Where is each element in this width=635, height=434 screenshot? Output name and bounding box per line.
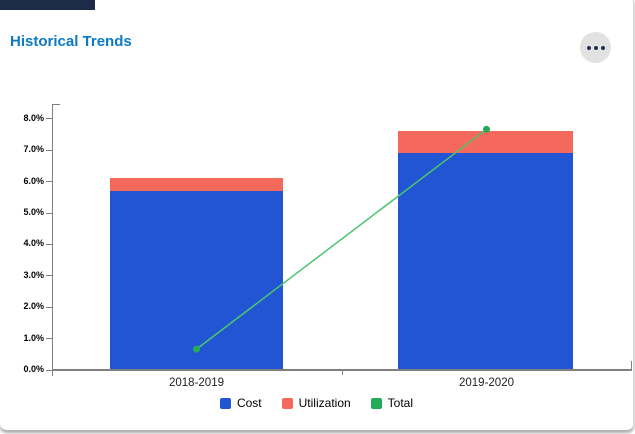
y-tick-mark — [46, 150, 52, 151]
legend-item-cost[interactable]: Cost — [219, 396, 262, 410]
ellipsis-icon — [593, 45, 598, 50]
y-tick-label: 0.0% — [23, 364, 44, 374]
bar-segment-utilization[interactable] — [398, 130, 573, 153]
y-tick-mark — [46, 307, 52, 308]
y-tick-label: 3.0% — [23, 270, 44, 280]
y-tick-mark — [46, 213, 52, 214]
y-tick-label: 2.0% — [23, 301, 44, 311]
page-title: Historical Trends — [10, 33, 132, 50]
x-category-label: 2018-2019 — [169, 377, 224, 389]
x-axis-end-tick — [631, 361, 632, 369]
legend-label: Cost — [236, 396, 262, 410]
y-tick-label: 5.0% — [23, 207, 44, 217]
chart-legend: Cost Utilization Total — [0, 396, 633, 410]
y-tick-label: 8.0% — [23, 113, 44, 123]
bar-segment-cost[interactable] — [398, 152, 573, 369]
y-tick-mark — [46, 118, 52, 119]
legend-item-utilization[interactable]: Utilization — [281, 396, 351, 410]
ellipsis-icon — [586, 45, 591, 50]
more-options-button[interactable] — [580, 32, 611, 63]
y-tick-mark — [46, 181, 52, 182]
y-tick-label: 7.0% — [23, 144, 44, 154]
y-tick-mark — [46, 338, 52, 339]
legend-label: Total — [387, 396, 414, 410]
legend-swatch-icon — [219, 397, 231, 409]
y-axis-line — [52, 104, 53, 376]
y-tick-mark — [46, 244, 52, 245]
bar-segment-utilization[interactable] — [110, 177, 283, 191]
y-tick-mark — [46, 275, 52, 276]
x-axis-line — [52, 369, 632, 371]
x-axis-category-tick — [342, 371, 343, 375]
x-category-label: 2019-2020 — [459, 377, 514, 389]
y-tick-label: 4.0% — [23, 238, 44, 248]
bar-segment-cost[interactable] — [110, 190, 283, 369]
ellipsis-icon — [600, 45, 605, 50]
legend-item-total[interactable]: Total — [370, 396, 414, 410]
y-tick-label: 6.0% — [23, 176, 44, 186]
legend-swatch-icon — [281, 397, 293, 409]
legend-swatch-icon — [370, 397, 382, 409]
y-tick-mark — [46, 370, 52, 371]
window-fragment — [0, 0, 95, 10]
y-axis-end-tick — [52, 104, 60, 105]
y-tick-label: 1.0% — [23, 333, 44, 343]
legend-label: Utilization — [298, 396, 351, 410]
